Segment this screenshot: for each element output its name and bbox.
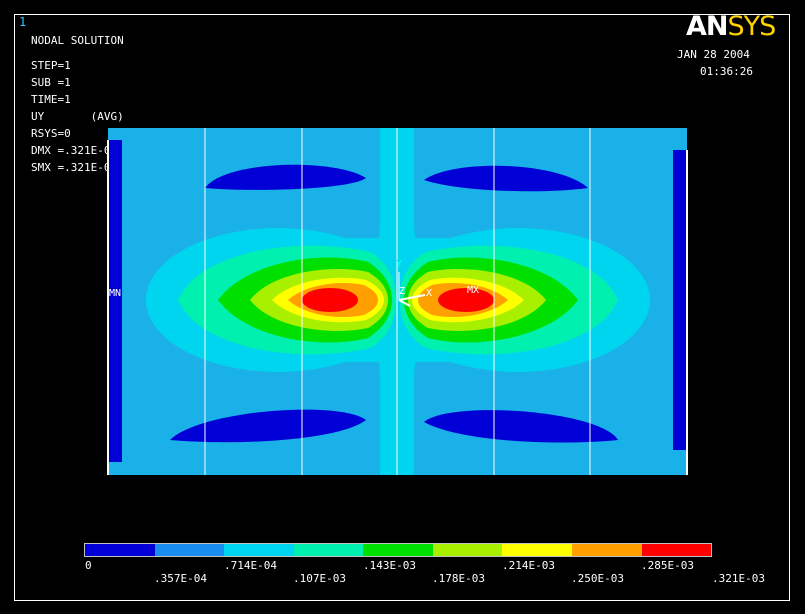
- legend-label-9: .285E-03: [641, 559, 694, 572]
- legend-swatch: [85, 544, 155, 556]
- legend-label-2: .357E-04: [154, 572, 207, 585]
- legend-swatch: [154, 544, 225, 556]
- step-label: STEP=1: [31, 59, 71, 72]
- plot-time: 01:36:26: [700, 65, 753, 78]
- legend-label-6: .178E-03: [432, 572, 485, 585]
- legend-swatch: [571, 544, 642, 556]
- smx-label: SMX =.321E-03: [31, 161, 118, 174]
- legend-label-1: 0: [85, 559, 92, 572]
- time-label: TIME=1: [31, 93, 71, 106]
- triad-z-label: Z: [399, 286, 406, 297]
- blue-region-bottom-right: [424, 410, 618, 443]
- legend-label-7: .214E-03: [502, 559, 555, 572]
- item-label: UY (AVG): [31, 110, 124, 123]
- left-min-band: [108, 140, 122, 462]
- legend-label-8: .250E-03: [571, 572, 624, 585]
- dmx-label: DMX =.321E-03: [31, 144, 118, 157]
- legend-swatch: [502, 544, 572, 556]
- substep-label: SUB =1: [31, 76, 71, 89]
- triad-x-label: X: [426, 288, 433, 299]
- blue-region-bottom-left: [170, 409, 366, 443]
- legend-swatch: [432, 544, 503, 556]
- contour-red-right: [438, 288, 494, 312]
- window-number: 1: [19, 15, 27, 29]
- graphics-window-frame: [14, 14, 790, 601]
- rsys-label: RSYS=0: [31, 127, 71, 140]
- min-marker: MN: [109, 288, 122, 299]
- contour-legend-bar: [84, 543, 712, 557]
- legend-label-4: .107E-03: [293, 572, 346, 585]
- triad-y-label: Y: [396, 259, 403, 270]
- legend-label-3: .714E-04: [224, 559, 277, 572]
- blue-region-top-left: [205, 164, 366, 190]
- blue-region-top-right: [424, 165, 588, 192]
- max-marker: MX: [467, 285, 480, 296]
- legend-swatch: [641, 544, 712, 556]
- legend-label-10: .321E-03: [712, 572, 765, 585]
- triad-z-axis: [398, 299, 411, 307]
- ansys-logo: ANSYS: [686, 11, 776, 42]
- right-min-band: [673, 150, 687, 450]
- triad-x-axis: [398, 294, 426, 301]
- legend-label-5: .143E-03: [363, 559, 416, 572]
- plot-date: JAN 28 2004: [677, 48, 750, 61]
- contour-red-left: [302, 288, 358, 312]
- legend-swatch: [293, 544, 364, 556]
- legend-swatch: [224, 544, 294, 556]
- legend-swatch: [363, 544, 433, 556]
- plot-title: NODAL SOLUTION: [31, 34, 124, 47]
